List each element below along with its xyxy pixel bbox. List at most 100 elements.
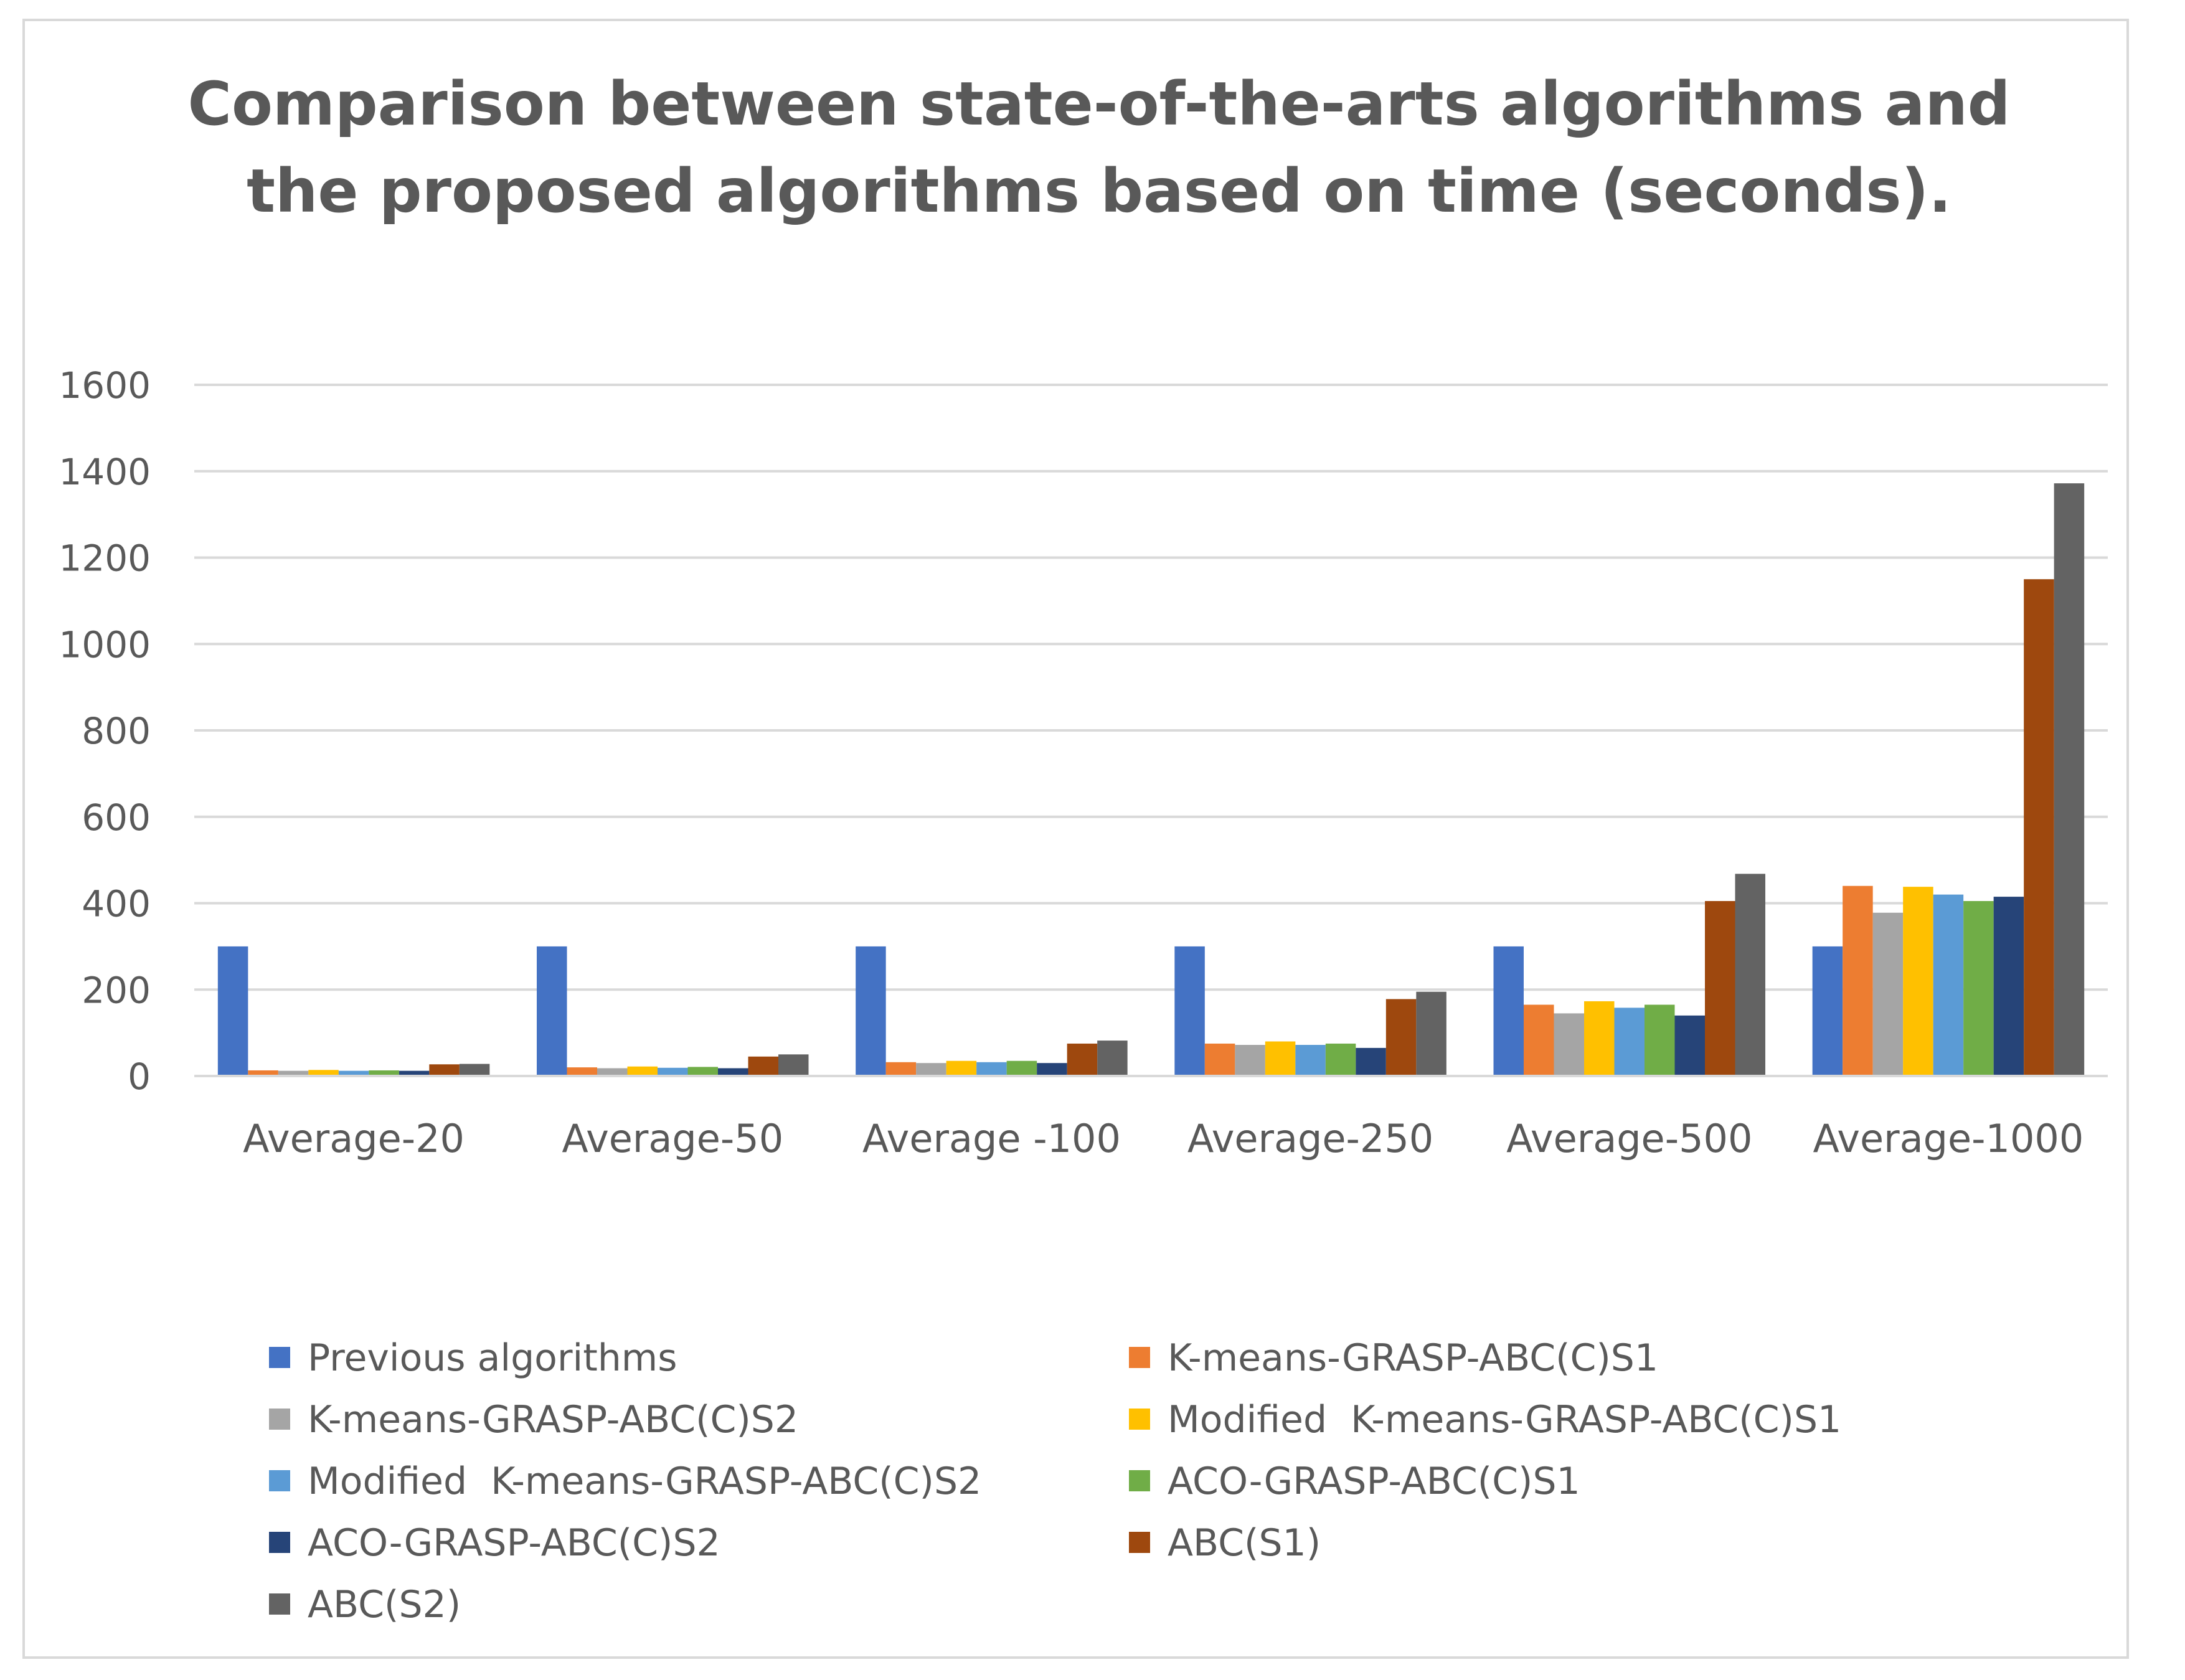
legend-swatch — [1129, 1409, 1150, 1430]
y-tick-label: 400 — [82, 883, 151, 925]
x-category-label: Average-1000 — [1813, 1116, 2084, 1161]
series-2 — [248, 885, 1873, 1076]
bar — [658, 1067, 688, 1076]
series-4 — [308, 887, 1933, 1076]
legend-swatch — [1129, 1532, 1150, 1553]
bar — [1356, 1047, 1386, 1076]
series-1 — [217, 946, 1843, 1076]
y-tick-label: 0 — [128, 1055, 151, 1098]
bar — [1416, 991, 1446, 1076]
legend-swatch — [269, 1347, 290, 1368]
chart-title: Comparison between state-of-the-arts alg… — [187, 69, 2010, 226]
series-9 — [459, 483, 2085, 1076]
x-category-label: Average -100 — [862, 1116, 1121, 1161]
series-3 — [278, 912, 1904, 1076]
legend-item: Modified K-means-GRASP-ABC(C)S1 — [1129, 1398, 1841, 1442]
bar — [1674, 1015, 1705, 1076]
bar — [597, 1068, 628, 1076]
bar — [1493, 946, 1524, 1076]
bar — [1524, 1004, 1554, 1076]
bar — [1174, 946, 1205, 1076]
bar — [1872, 912, 1904, 1076]
y-tick-label: 1400 — [59, 451, 151, 493]
gridlines — [194, 384, 2108, 991]
bar — [1037, 1063, 1067, 1076]
bar — [1843, 885, 1873, 1076]
y-tick-label: 200 — [82, 969, 151, 1011]
legend-label: K-means-GRASP-ABC(C)S1 — [1168, 1336, 1658, 1380]
legend-item: K-means-GRASP-ABC(C)S2 — [269, 1398, 798, 1442]
series-7 — [399, 897, 2024, 1076]
bar — [1265, 1041, 1296, 1076]
x-category-label: Average-500 — [1506, 1116, 1752, 1161]
bar — [778, 1054, 809, 1076]
series-6 — [369, 901, 1994, 1076]
bar — [1735, 874, 1765, 1076]
bar — [856, 946, 886, 1076]
bar — [2054, 483, 2085, 1076]
y-tick-label: 1000 — [59, 623, 151, 666]
series-8 — [429, 579, 2054, 1076]
legend-label: ACO-GRASP-ABC(C)S2 — [308, 1521, 720, 1565]
bar — [308, 1070, 339, 1076]
bar — [687, 1067, 718, 1076]
bar — [1067, 1043, 1098, 1076]
bar — [1614, 1008, 1645, 1076]
bar — [537, 946, 567, 1076]
x-category-label: Average-250 — [1187, 1116, 1433, 1161]
y-tick-label: 800 — [82, 710, 151, 752]
bar — [1993, 897, 2024, 1076]
chart-title-line-1: Comparison between state-of-the-arts alg… — [187, 69, 2010, 139]
y-tick-label: 600 — [82, 796, 151, 839]
bar — [248, 1070, 278, 1076]
legend-item: ABC(S1) — [1129, 1521, 1321, 1565]
legend-item: Modified K-means-GRASP-ABC(C)S2 — [269, 1460, 981, 1503]
bar — [1584, 1001, 1615, 1076]
legend-label: ACO-GRASP-ABC(C)S1 — [1168, 1460, 1580, 1503]
legend-item: K-means-GRASP-ABC(C)S1 — [1129, 1336, 1658, 1380]
chart-title-line-2: the proposed algorithms based on time (s… — [247, 156, 1951, 226]
bar — [718, 1068, 748, 1076]
legend-swatch — [269, 1532, 290, 1553]
legend-label: K-means-GRASP-ABC(C)S2 — [308, 1398, 798, 1442]
bar — [369, 1070, 399, 1076]
legend-label: Previous algorithms — [308, 1336, 677, 1380]
bar — [399, 1070, 430, 1076]
bar — [946, 1060, 977, 1076]
legend-swatch — [1129, 1470, 1150, 1491]
y-tick-label: 1600 — [59, 364, 151, 407]
series-5 — [338, 894, 1964, 1076]
bar — [1097, 1041, 1128, 1076]
legend-label: ABC(S1) — [1168, 1521, 1321, 1565]
bar — [1554, 1013, 1584, 1076]
legend-item: ACO-GRASP-ABC(C)S2 — [269, 1521, 720, 1565]
bar — [459, 1064, 490, 1076]
x-axis-categories: Average-20 Average-50 Average -100 Average-… — [243, 1116, 2084, 1161]
legend-swatch — [269, 1409, 290, 1430]
bar — [2024, 579, 2054, 1076]
bar — [627, 1066, 658, 1076]
bar — [976, 1062, 1007, 1076]
bar — [1385, 999, 1417, 1076]
bar — [916, 1063, 946, 1076]
bar — [1295, 1045, 1326, 1076]
bar — [885, 1062, 917, 1076]
y-axis-ticks: 0 200 400 600 800 1000 1200 1400 1600 — [59, 364, 151, 1098]
legend-swatch — [1129, 1347, 1150, 1368]
bar — [1006, 1060, 1037, 1076]
legend-label: Modified K-means-GRASP-ABC(C)S2 — [308, 1460, 981, 1503]
bar — [429, 1064, 460, 1076]
bar — [217, 946, 248, 1076]
legend-label: ABC(S2) — [308, 1583, 461, 1626]
bar — [338, 1070, 369, 1076]
legend: Previous algorithms K-means-GRASP-ABC(C)S… — [269, 1336, 1841, 1626]
x-category-label: Average-20 — [243, 1116, 465, 1161]
legend-label: Modified K-means-GRASP-ABC(C)S1 — [1168, 1398, 1841, 1442]
bar-series — [217, 483, 2085, 1076]
legend-item: ACO-GRASP-ABC(C)S1 — [1129, 1460, 1580, 1503]
bar — [1705, 901, 1735, 1076]
bar — [1963, 901, 1994, 1076]
bar — [1903, 887, 1933, 1076]
bar — [567, 1067, 597, 1076]
